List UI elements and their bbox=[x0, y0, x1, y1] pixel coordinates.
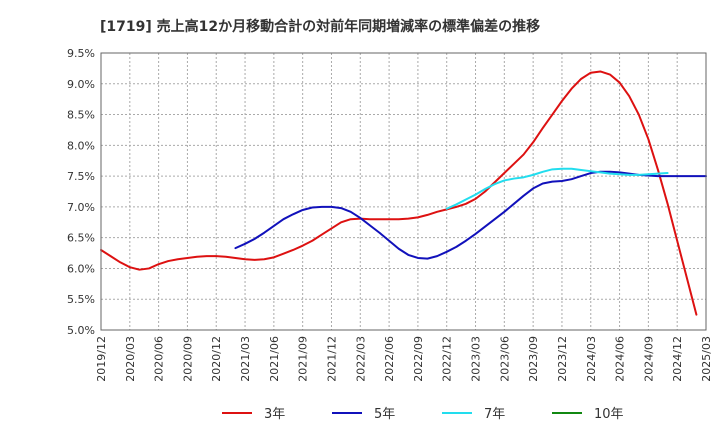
series-line-5年 bbox=[234, 170, 707, 260]
x-tick-label: 2019/12 bbox=[95, 336, 108, 382]
y-tick-label: 7.0% bbox=[67, 201, 95, 214]
x-tick-label: 2020/06 bbox=[153, 336, 166, 382]
x-tick-label: 2021/06 bbox=[268, 336, 281, 382]
x-tick-label: 2021/09 bbox=[297, 336, 310, 382]
x-axis: 2019/12 2020/03 2020/06 2020/09 2020/12 2021/… bbox=[95, 336, 713, 382]
x-tick-label: 2021/03 bbox=[239, 336, 252, 382]
y-tick-label: 9.5% bbox=[67, 47, 95, 60]
legend: 3年 5年 7年 10年 bbox=[222, 407, 624, 422]
series-line-7年 bbox=[445, 167, 669, 210]
y-tick-label: 6.5% bbox=[67, 232, 95, 245]
y-tick-label: 8.5% bbox=[67, 109, 95, 122]
series-line-3年 bbox=[100, 70, 698, 316]
x-tick-label: 2022/06 bbox=[383, 336, 396, 382]
legend-label-3年: 3年 bbox=[264, 407, 285, 422]
legend-label-10年: 10年 bbox=[594, 407, 624, 422]
x-tick-label: 2022/12 bbox=[441, 336, 454, 382]
x-tick-label: 2022/03 bbox=[354, 336, 367, 382]
x-tick-label: 2023/06 bbox=[498, 336, 511, 382]
y-tick-label: 6.0% bbox=[67, 262, 95, 275]
x-tick-label: 2023/03 bbox=[470, 336, 483, 382]
x-tick-label: 2021/12 bbox=[325, 336, 338, 382]
legend-label-7年: 7年 bbox=[484, 407, 505, 422]
series-layer bbox=[100, 70, 707, 316]
x-tick-label: 2020/09 bbox=[181, 336, 194, 382]
x-tick-label: 2024/03 bbox=[585, 336, 598, 382]
x-tick-label: 2024/09 bbox=[642, 336, 655, 382]
x-tick-label: 2022/09 bbox=[412, 336, 425, 382]
y-tick-label: 9.0% bbox=[67, 78, 95, 91]
y-tick-label: 7.5% bbox=[67, 170, 95, 183]
x-tick-label: 2025/03 bbox=[700, 336, 713, 382]
x-tick-label: 2024/12 bbox=[671, 336, 684, 382]
x-tick-label: 2023/09 bbox=[527, 336, 540, 382]
x-tick-label: 2023/12 bbox=[556, 336, 569, 382]
y-axis: 5.0% 5.5% 6.0% 6.5% 7.0% 7.5% 8.0% 8.5% 9.0% 9.5% bbox=[67, 47, 95, 337]
plot-background bbox=[101, 53, 706, 330]
chart-title: [1719] 売上高12か月移動合計の対前年同期増減率の標準偏差の推移 bbox=[100, 18, 540, 35]
x-tick-label: 2024/06 bbox=[614, 336, 627, 382]
x-tick-label: 2020/12 bbox=[210, 336, 223, 382]
y-tick-label: 5.5% bbox=[67, 293, 95, 306]
y-tick-label: 5.0% bbox=[67, 324, 95, 337]
legend-label-5年: 5年 bbox=[374, 407, 395, 422]
y-tick-label: 8.0% bbox=[67, 139, 95, 152]
x-tick-label: 2020/03 bbox=[124, 336, 137, 382]
plot-frame bbox=[100, 52, 707, 331]
